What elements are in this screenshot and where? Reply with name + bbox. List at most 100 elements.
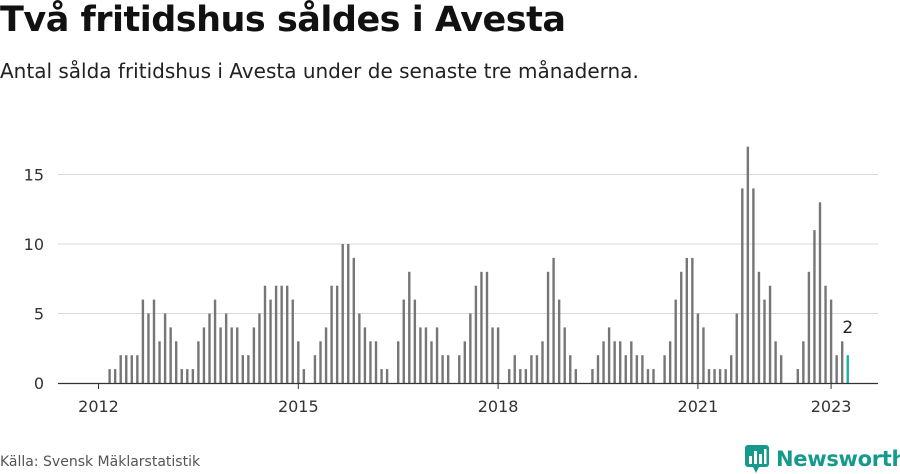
bar	[269, 299, 272, 383]
bar	[741, 188, 744, 383]
bar	[352, 257, 355, 383]
bar	[824, 285, 827, 383]
bar	[768, 285, 772, 383]
bar	[596, 355, 600, 383]
bar	[147, 313, 150, 383]
bar	[513, 355, 516, 383]
source-note: Källa: Svensk Mäklarstatistik	[0, 454, 201, 470]
bar	[724, 369, 727, 383]
bar	[602, 341, 605, 383]
bar	[530, 355, 533, 383]
gridlines	[58, 174, 878, 314]
bar	[219, 327, 222, 383]
bar	[141, 299, 145, 383]
bar	[663, 355, 666, 383]
bar	[469, 313, 472, 383]
bar	[374, 341, 378, 383]
bar	[236, 327, 239, 383]
bar	[485, 271, 489, 383]
bar	[746, 146, 750, 383]
bar	[330, 285, 333, 383]
bar	[680, 271, 683, 383]
bar	[241, 355, 244, 383]
bar	[224, 313, 228, 383]
bar	[757, 271, 761, 383]
bar	[524, 369, 528, 383]
bar	[713, 369, 716, 383]
bar	[779, 355, 783, 383]
bar	[829, 299, 833, 383]
bar	[169, 327, 172, 383]
bar	[402, 299, 405, 383]
bar	[752, 188, 755, 383]
bar	[263, 285, 267, 383]
bar	[274, 285, 278, 383]
bar	[419, 327, 422, 383]
bar	[480, 271, 483, 383]
bar	[552, 257, 555, 383]
bar	[347, 244, 350, 383]
bar	[802, 341, 805, 383]
y-tick-label: 15	[24, 166, 44, 185]
brand-name: Newsworthy	[776, 447, 900, 471]
bar	[674, 299, 677, 383]
bar	[730, 355, 733, 383]
bar	[508, 369, 511, 383]
bar	[230, 327, 233, 383]
bar	[446, 355, 450, 383]
bar	[835, 355, 838, 383]
bar	[563, 327, 566, 383]
bar	[291, 299, 294, 383]
bar	[302, 369, 306, 383]
bar	[646, 369, 650, 383]
bar	[413, 299, 417, 383]
bar	[175, 341, 178, 383]
brand-logo[interactable]: Newsworthy	[744, 444, 900, 474]
bar	[119, 355, 122, 383]
y-tick-label: 0	[34, 374, 44, 393]
bar	[574, 369, 577, 383]
bar	[641, 355, 644, 383]
bar	[796, 369, 799, 383]
bar	[624, 355, 627, 383]
bar	[363, 327, 367, 383]
bar	[385, 369, 389, 383]
bar	[818, 202, 822, 383]
x-tick-label: 2021	[678, 397, 719, 416]
bar	[324, 327, 328, 383]
bar	[635, 355, 639, 383]
bar	[213, 299, 217, 383]
bar	[408, 271, 411, 383]
bar	[313, 355, 317, 383]
bar	[491, 327, 494, 383]
bar	[319, 341, 322, 383]
bar	[152, 299, 156, 383]
bar	[557, 299, 561, 383]
x-tick-label: 2018	[478, 397, 519, 416]
bar	[630, 341, 633, 383]
bar	[286, 285, 289, 383]
bar	[707, 369, 711, 383]
bar	[519, 369, 522, 383]
bar	[252, 327, 256, 383]
x-tick-label: 2012	[78, 397, 119, 416]
bar	[458, 355, 461, 383]
newsworthy-logo-icon	[745, 445, 769, 473]
bar	[774, 341, 777, 383]
bar	[258, 313, 261, 383]
bar	[591, 369, 594, 383]
bar	[607, 327, 611, 383]
bar	[463, 341, 466, 383]
bar	[163, 313, 167, 383]
bar	[341, 244, 344, 383]
bar	[813, 230, 816, 383]
bar	[430, 341, 433, 383]
bar	[569, 355, 572, 383]
bar	[397, 341, 400, 383]
bar	[136, 355, 139, 383]
bar	[441, 355, 444, 383]
bar	[247, 355, 250, 383]
bar	[841, 341, 844, 383]
bar	[652, 369, 655, 383]
bar	[613, 341, 616, 383]
